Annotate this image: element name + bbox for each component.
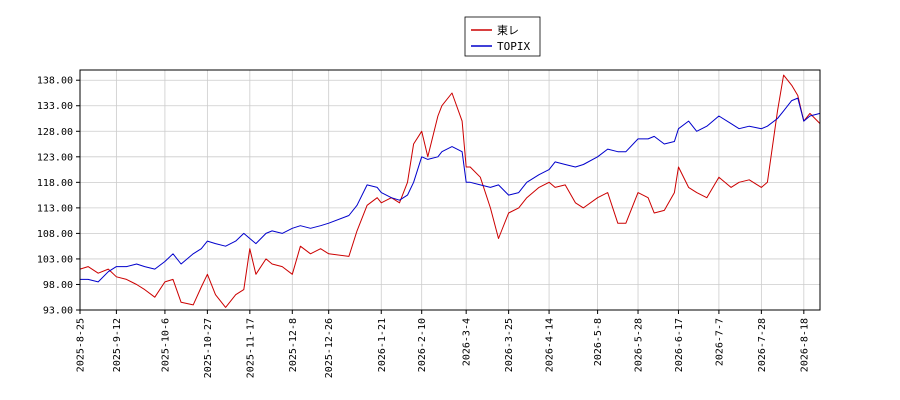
x-tick-label: 2026-2-10 [417, 318, 428, 372]
y-tick-label: 123.00 [37, 152, 73, 163]
x-tick-label: 2025-10-27 [203, 318, 214, 378]
plot-frame [79, 69, 821, 311]
series-line-0 [79, 74, 821, 308]
x-tick-label: 2026-6-17 [674, 318, 685, 372]
x-tick-label: 2026-5-28 [634, 318, 645, 372]
x-tick-label: 2025-8-25 [76, 318, 87, 372]
y-tick-label: 113.00 [37, 203, 73, 214]
legend-label-series-0: 東レ [497, 24, 519, 37]
x-tick-label: 2026-4-14 [545, 318, 556, 372]
y-tick-label: 133.00 [37, 101, 73, 112]
y-tick-label: 128.00 [37, 127, 73, 138]
x-tick-label: 2026-1-21 [377, 318, 388, 372]
legend: 東レ TOPIX [464, 16, 541, 57]
x-tick-label: 2025-10-6 [160, 318, 171, 372]
x-tick-label: 2025-12-8 [288, 318, 299, 372]
y-tick-label: 103.00 [37, 254, 73, 265]
series-layer [79, 74, 821, 308]
x-tick-label: 2026-8-18 [799, 318, 810, 372]
x-tick-label: 2025-9-12 [112, 318, 123, 372]
x-tick-label: 2026-7-7 [714, 318, 725, 366]
legend-box [464, 16, 541, 57]
y-tick-label: 93.00 [43, 306, 73, 317]
y-tick-label: 98.00 [43, 280, 73, 291]
x-tick-label: 2025-11-17 [245, 318, 256, 378]
x-tick-label: 2025-12-26 [324, 318, 335, 378]
y-tick-label: 108.00 [37, 229, 73, 240]
x-tick-label: 2026-7-28 [757, 318, 768, 372]
x-tick-label: 2026-5-8 [593, 318, 604, 366]
legend-label-series-1: TOPIX [497, 40, 530, 53]
y-tick-label: 118.00 [37, 178, 73, 189]
y-axis: 93.00 98.00 103.00 108.00 113.00 118.00 123.00… [37, 76, 80, 317]
series-line-1 [80, 97, 821, 283]
x-tick-label: 2026-3-25 [504, 318, 515, 372]
x-axis: 2025-8-25 2025-9-12 2025-10-6 2025-10-27 202… [76, 310, 810, 378]
y-tick-label: 138.00 [37, 76, 73, 87]
plot-area [80, 70, 820, 310]
x-tick-label: 2026-3-4 [462, 318, 473, 366]
